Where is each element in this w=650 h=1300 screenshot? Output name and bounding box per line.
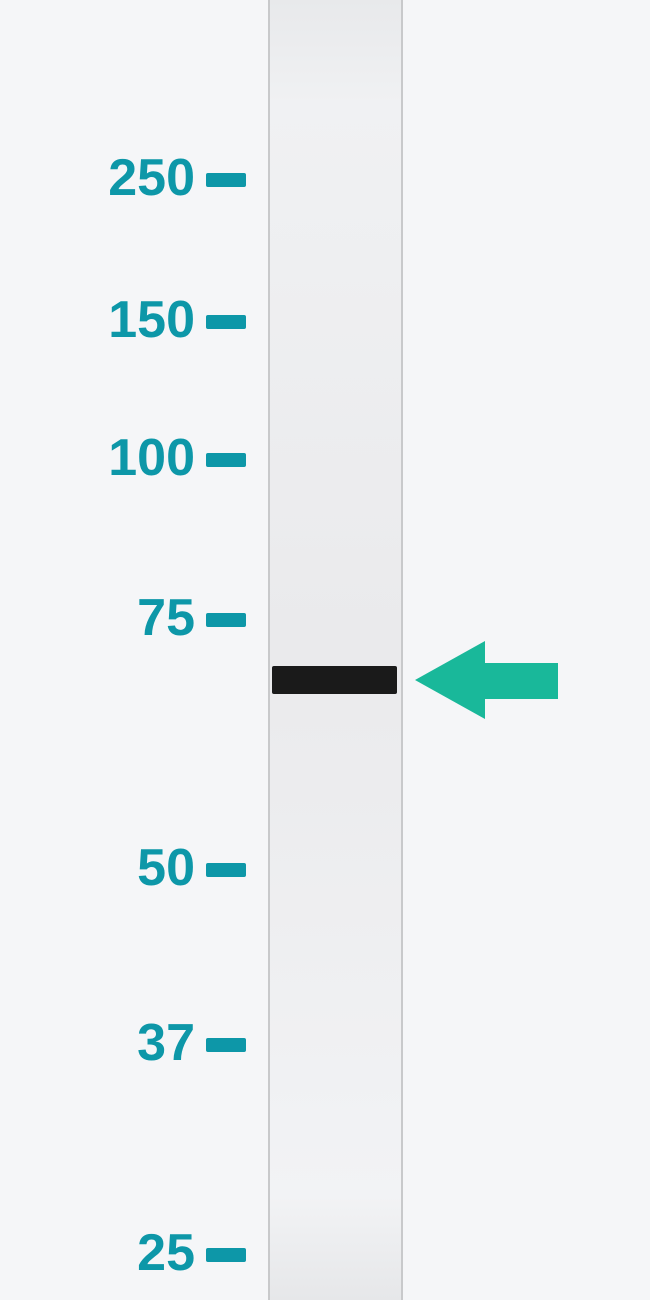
marker-label-75: 75 bbox=[137, 588, 195, 648]
arrow-head-icon bbox=[415, 641, 485, 719]
arrow-shaft bbox=[478, 663, 558, 699]
marker-tick-100 bbox=[206, 453, 246, 467]
marker-tick-75 bbox=[206, 613, 246, 627]
marker-tick-37 bbox=[206, 1038, 246, 1052]
marker-label-150: 150 bbox=[108, 290, 195, 350]
marker-label-100: 100 bbox=[108, 428, 195, 488]
marker-tick-150 bbox=[206, 315, 246, 329]
marker-tick-25 bbox=[206, 1248, 246, 1262]
marker-tick-50 bbox=[206, 863, 246, 877]
protein-band bbox=[272, 666, 397, 694]
blot-lane bbox=[268, 0, 403, 1300]
marker-label-250: 250 bbox=[108, 148, 195, 208]
marker-label-50: 50 bbox=[137, 838, 195, 898]
marker-label-25: 25 bbox=[137, 1223, 195, 1283]
marker-label-37: 37 bbox=[137, 1013, 195, 1073]
marker-tick-250 bbox=[206, 173, 246, 187]
